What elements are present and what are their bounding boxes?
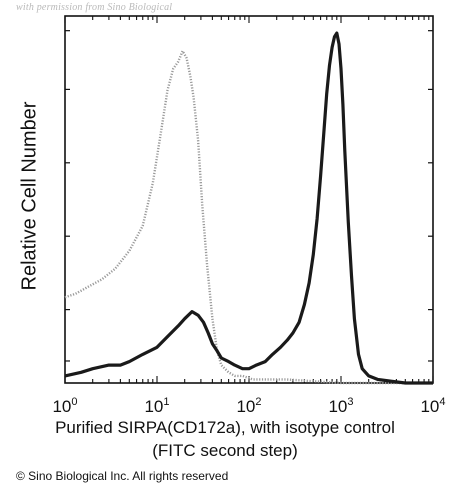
x-axis-ticks <box>64 16 434 383</box>
series-layer <box>64 31 433 385</box>
x-axis-label-line1: Purified SIRPA(CD172a), with isotype con… <box>55 418 395 437</box>
x-tick-label-4: 104 <box>420 396 445 416</box>
x-tick-label-2: 102 <box>236 396 261 416</box>
series-sirpa <box>64 31 433 385</box>
x-axis-label-line2: (FITC second step) <box>152 441 298 460</box>
x-axis-tick-labels: 100 101 102 103 104 <box>52 396 445 416</box>
x-tick-label-3: 103 <box>328 396 353 416</box>
y-axis-label: Relative Cell Number <box>18 101 41 291</box>
copyright-notice: © Sino Biological Inc. All rights reserv… <box>16 469 229 483</box>
plot-area <box>64 15 434 384</box>
y-axis-ticks <box>65 30 433 362</box>
x-tick-label-1: 101 <box>144 396 169 416</box>
watermark: with permission from Sino Biological <box>16 2 173 13</box>
series-isotype-control <box>64 49 433 385</box>
x-tick-label-0: 100 <box>52 396 77 416</box>
plot-frame <box>64 15 434 384</box>
